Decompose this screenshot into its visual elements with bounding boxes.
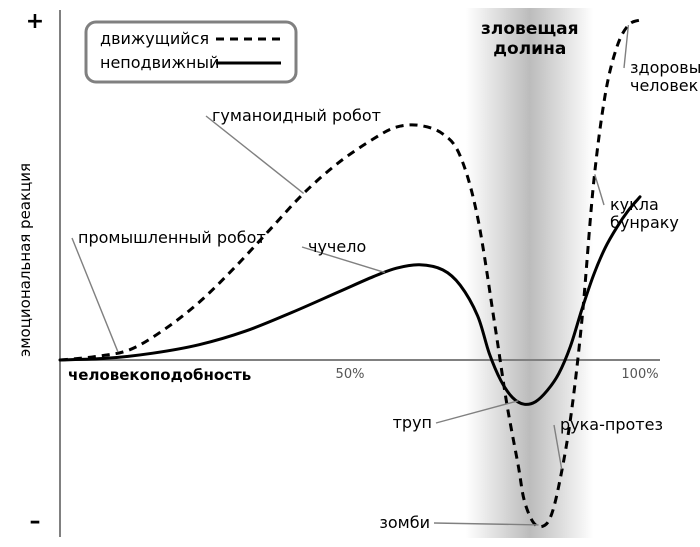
annotation-healthy_human: здоровыйчеловек <box>630 58 700 95</box>
leader-bunraku <box>595 174 604 205</box>
leader-industrial_robot <box>72 238 118 352</box>
annotation-corpse: труп <box>393 413 432 432</box>
x-axis-label: человекоподобность <box>68 366 251 384</box>
leader-humanoid_robot <box>206 116 304 193</box>
x-tick-100: 100% <box>621 367 658 382</box>
legend-label-dashed: движущийся <box>100 29 209 48</box>
annotation-humanoid_robot: гуманоидный робот <box>212 106 381 125</box>
y-axis-minus: – <box>30 509 41 534</box>
uncanny-valley-band <box>466 8 594 538</box>
annotation-industrial_robot: промышленный робот <box>78 228 266 247</box>
annotation-stuffed: чучело <box>308 237 366 256</box>
annotation-prosthetic: рука-протез <box>560 415 663 434</box>
band-label: зловещаядолина <box>481 19 578 59</box>
legend-label-solid: неподвижный <box>100 53 219 72</box>
y-axis-plus: + <box>26 9 44 34</box>
x-tick-50: 50% <box>336 367 365 382</box>
annotation-bunraku: куклабунраку <box>610 195 679 232</box>
uncanny-valley-chart: зловещаядолина + – эмоциональная реакция чел… <box>0 0 700 547</box>
annotation-zombie: зомби <box>379 513 430 532</box>
y-axis-label: эмоциональная реакция <box>16 163 34 357</box>
